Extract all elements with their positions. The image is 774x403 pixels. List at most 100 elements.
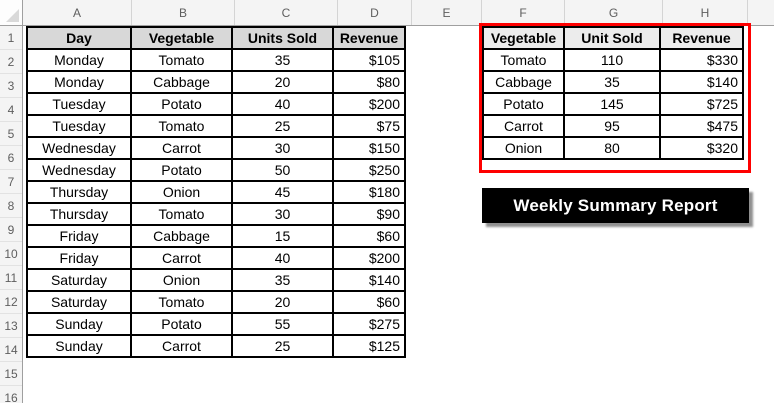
cell[interactable]: Tomato (130, 290, 233, 314)
cell[interactable]: Saturday (26, 290, 132, 314)
header-cell[interactable]: Units Sold (231, 26, 334, 50)
row-header[interactable]: 14 (0, 338, 22, 362)
header-cell[interactable]: Vegetable (130, 26, 233, 50)
cell[interactable]: $140 (659, 70, 744, 94)
cell[interactable]: Cabbage (130, 224, 233, 248)
cell[interactable]: Potato (130, 158, 233, 182)
cell[interactable]: Tuesday (26, 92, 132, 116)
cell[interactable]: 30 (231, 202, 334, 226)
row-header[interactable]: 13 (0, 314, 22, 338)
row-header[interactable]: 1 (0, 26, 22, 50)
cell[interactable]: Thursday (26, 180, 132, 204)
row-header[interactable]: 7 (0, 170, 22, 194)
cell[interactable]: Onion (482, 136, 565, 160)
cell[interactable]: 95 (563, 114, 661, 138)
cell[interactable]: Monday (26, 70, 132, 94)
header-cell[interactable]: Unit Sold (563, 26, 661, 50)
cell[interactable]: $60 (332, 224, 406, 248)
cell[interactable]: $200 (332, 246, 406, 270)
cell[interactable]: 50 (231, 158, 334, 182)
row-header[interactable]: 15 (0, 362, 22, 386)
cell[interactable]: Potato (482, 92, 565, 116)
column-header[interactable]: E (412, 0, 482, 25)
cell[interactable]: Monday (26, 48, 132, 72)
header-cell[interactable]: Revenue (332, 26, 406, 50)
row-header[interactable]: 8 (0, 194, 22, 218)
cell[interactable]: Thursday (26, 202, 132, 226)
cell[interactable]: Cabbage (130, 70, 233, 94)
cell[interactable]: $150 (332, 136, 406, 160)
header-cell[interactable]: Revenue (659, 26, 744, 50)
cell[interactable]: Wednesday (26, 136, 132, 160)
cell[interactable]: Sunday (26, 334, 132, 358)
cell[interactable]: Cabbage (482, 70, 565, 94)
row-header[interactable]: 3 (0, 74, 22, 98)
column-header[interactable]: H (663, 0, 748, 25)
cell[interactable]: 20 (231, 70, 334, 94)
cell[interactable]: $320 (659, 136, 744, 160)
select-all-corner[interactable] (0, 0, 23, 25)
cell[interactable]: 20 (231, 290, 334, 314)
cell[interactable]: Carrot (482, 114, 565, 138)
cell[interactable]: 45 (231, 180, 334, 204)
cell[interactable]: $250 (332, 158, 406, 182)
cell[interactable]: Wednesday (26, 158, 132, 182)
cell[interactable]: 145 (563, 92, 661, 116)
cell[interactable]: Carrot (130, 334, 233, 358)
row-header[interactable]: 9 (0, 218, 22, 242)
cell[interactable]: Tomato (482, 48, 565, 72)
cell[interactable]: $105 (332, 48, 406, 72)
header-cell[interactable]: Day (26, 26, 132, 50)
column-header[interactable]: B (132, 0, 235, 25)
cell[interactable]: 40 (231, 92, 334, 116)
row-header[interactable]: 2 (0, 50, 22, 74)
cell[interactable]: $90 (332, 202, 406, 226)
column-header[interactable]: C (235, 0, 338, 25)
cell[interactable]: 15 (231, 224, 334, 248)
cell[interactable]: 80 (563, 136, 661, 160)
column-header[interactable]: G (565, 0, 663, 25)
cell[interactable]: Potato (130, 312, 233, 336)
cell[interactable]: Carrot (130, 246, 233, 270)
column-header[interactable]: D (338, 0, 412, 25)
cell[interactable]: $180 (332, 180, 406, 204)
cell[interactable]: $75 (332, 114, 406, 138)
cell[interactable]: Potato (130, 92, 233, 116)
cell[interactable]: 35 (231, 48, 334, 72)
row-header[interactable]: 12 (0, 290, 22, 314)
cell[interactable]: Onion (130, 180, 233, 204)
cell[interactable]: 35 (231, 268, 334, 292)
row-header[interactable]: 6 (0, 146, 22, 170)
cell[interactable]: $200 (332, 92, 406, 116)
cell[interactable]: 35 (563, 70, 661, 94)
cell[interactable]: 25 (231, 334, 334, 358)
row-header[interactable]: 11 (0, 266, 22, 290)
row-header[interactable]: 10 (0, 242, 22, 266)
cell[interactable]: Carrot (130, 136, 233, 160)
cell[interactable]: $275 (332, 312, 406, 336)
column-header[interactable]: A (23, 0, 132, 25)
cell[interactable]: Sunday (26, 312, 132, 336)
report-banner[interactable]: Weekly Summary Report (482, 188, 749, 223)
cell[interactable]: Friday (26, 224, 132, 248)
cell[interactable]: Tomato (130, 48, 233, 72)
cell[interactable]: $475 (659, 114, 744, 138)
cell[interactable]: 25 (231, 114, 334, 138)
cell[interactable]: Onion (130, 268, 233, 292)
cell[interactable]: 40 (231, 246, 334, 270)
cell[interactable]: $330 (659, 48, 744, 72)
cell[interactable]: 30 (231, 136, 334, 160)
cell[interactable]: Tomato (130, 114, 233, 138)
cell[interactable]: $140 (332, 268, 406, 292)
cell[interactable]: Tuesday (26, 114, 132, 138)
header-cell[interactable]: Vegetable (482, 26, 565, 50)
cell[interactable]: $80 (332, 70, 406, 94)
cell[interactable]: Friday (26, 246, 132, 270)
cell[interactable]: Tomato (130, 202, 233, 226)
cell[interactable]: 55 (231, 312, 334, 336)
cell[interactable]: 110 (563, 48, 661, 72)
row-header[interactable]: 4 (0, 98, 22, 122)
row-header[interactable]: 5 (0, 122, 22, 146)
column-header[interactable]: F (482, 0, 565, 25)
row-header[interactable]: 16 (0, 386, 22, 403)
